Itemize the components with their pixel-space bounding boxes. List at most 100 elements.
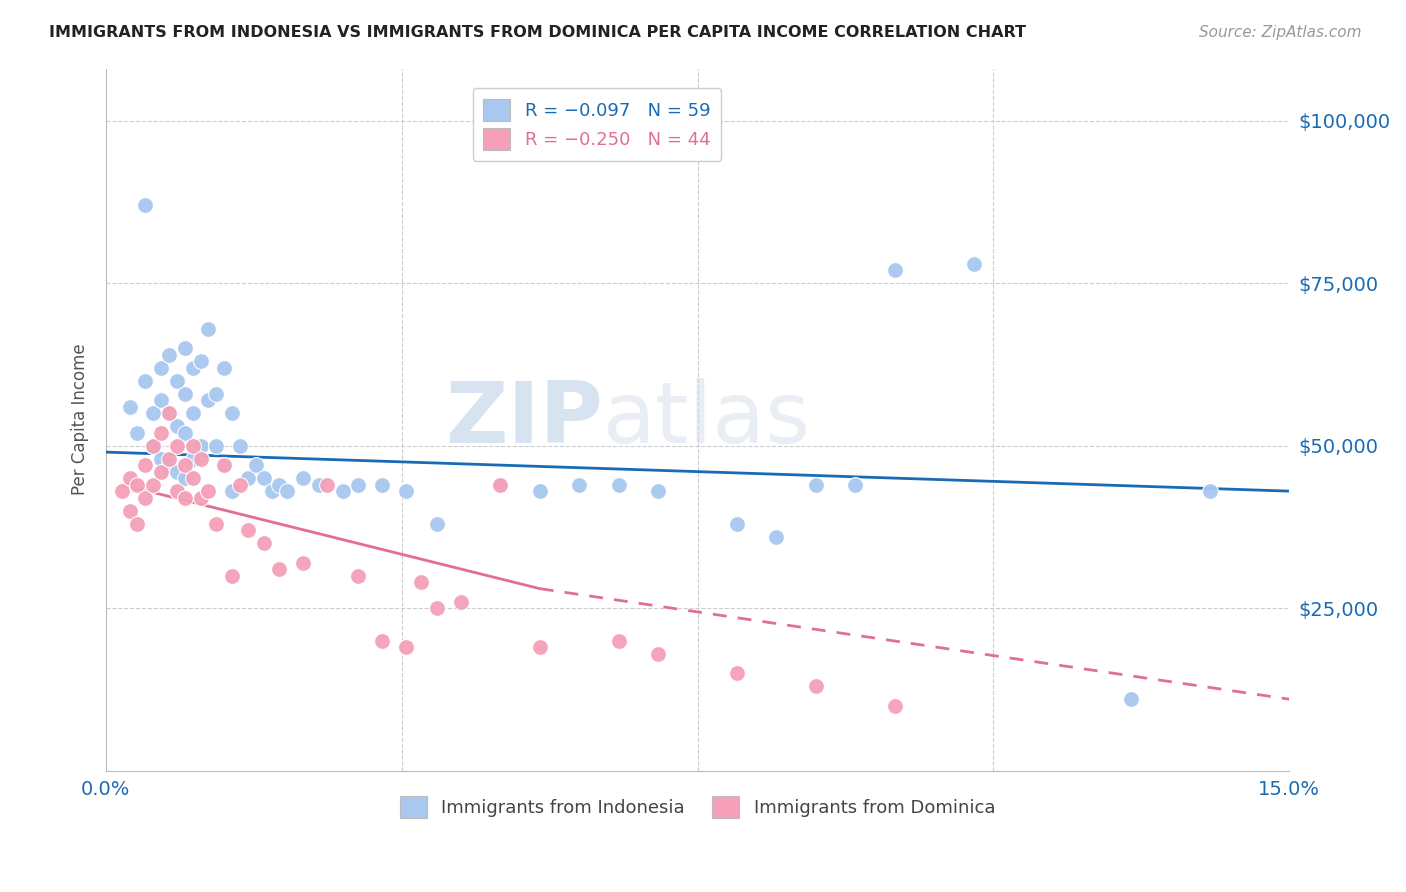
Point	[173, 471, 195, 485]
Point	[190, 439, 212, 453]
Point	[883, 263, 905, 277]
Legend: Immigrants from Indonesia, Immigrants from Dominica: Immigrants from Indonesia, Immigrants fr…	[392, 789, 1002, 825]
Point	[157, 451, 180, 466]
Point	[173, 425, 195, 440]
Point	[347, 568, 370, 582]
Point	[395, 640, 418, 655]
Point	[173, 341, 195, 355]
Point	[197, 393, 219, 408]
Point	[292, 471, 315, 485]
Point	[127, 425, 149, 440]
Point	[142, 439, 165, 453]
Point	[157, 348, 180, 362]
Point	[426, 516, 449, 531]
Point	[157, 406, 180, 420]
Point	[292, 556, 315, 570]
Point	[253, 471, 276, 485]
Point	[134, 198, 156, 212]
Text: ZIP: ZIP	[446, 378, 603, 461]
Point	[142, 439, 165, 453]
Point	[308, 477, 330, 491]
Point	[221, 484, 243, 499]
Point	[212, 458, 235, 472]
Point	[804, 679, 827, 693]
Point	[332, 484, 354, 499]
Point	[118, 503, 141, 517]
Point	[142, 477, 165, 491]
Point	[221, 406, 243, 420]
Point	[371, 477, 394, 491]
Point	[260, 484, 283, 499]
Point	[134, 374, 156, 388]
Point	[157, 458, 180, 472]
Point	[236, 471, 259, 485]
Point	[844, 477, 866, 491]
Point	[725, 516, 748, 531]
Point	[134, 491, 156, 505]
Point	[181, 360, 204, 375]
Point	[190, 451, 212, 466]
Point	[229, 439, 252, 453]
Point	[118, 400, 141, 414]
Point	[173, 458, 195, 472]
Point	[883, 698, 905, 713]
Point	[489, 477, 512, 491]
Point	[166, 419, 188, 434]
Point	[190, 354, 212, 368]
Point	[111, 484, 134, 499]
Point	[269, 477, 291, 491]
Point	[221, 568, 243, 582]
Point	[529, 640, 551, 655]
Point	[212, 458, 235, 472]
Point	[450, 594, 472, 608]
Point	[765, 530, 787, 544]
Point	[173, 386, 195, 401]
Point	[253, 536, 276, 550]
Y-axis label: Per Capita Income: Per Capita Income	[72, 343, 89, 495]
Point	[607, 477, 630, 491]
Point	[166, 465, 188, 479]
Point	[166, 374, 188, 388]
Point	[315, 477, 337, 491]
Point	[725, 666, 748, 681]
Point	[229, 477, 252, 491]
Point	[489, 477, 512, 491]
Point	[150, 425, 173, 440]
Point	[269, 562, 291, 576]
Point	[245, 458, 267, 472]
Point	[166, 484, 188, 499]
Point	[371, 633, 394, 648]
Point	[568, 477, 591, 491]
Point	[607, 633, 630, 648]
Point	[181, 451, 204, 466]
Point	[181, 439, 204, 453]
Point	[647, 647, 669, 661]
Point	[529, 484, 551, 499]
Point	[197, 321, 219, 335]
Point	[276, 484, 298, 499]
Point	[181, 471, 204, 485]
Point	[150, 451, 173, 466]
Point	[157, 406, 180, 420]
Text: IMMIGRANTS FROM INDONESIA VS IMMIGRANTS FROM DOMINICA PER CAPITA INCOME CORRELAT: IMMIGRANTS FROM INDONESIA VS IMMIGRANTS …	[49, 25, 1026, 40]
Point	[190, 491, 212, 505]
Point	[236, 523, 259, 537]
Point	[118, 471, 141, 485]
Point	[804, 477, 827, 491]
Text: Source: ZipAtlas.com: Source: ZipAtlas.com	[1198, 25, 1361, 40]
Point	[1121, 692, 1143, 706]
Point	[173, 491, 195, 505]
Point	[197, 484, 219, 499]
Point	[1199, 484, 1222, 499]
Point	[205, 439, 228, 453]
Point	[347, 477, 370, 491]
Text: atlas: atlas	[603, 378, 811, 461]
Point	[205, 386, 228, 401]
Point	[127, 477, 149, 491]
Point	[395, 484, 418, 499]
Point	[647, 484, 669, 499]
Point	[166, 439, 188, 453]
Point	[150, 360, 173, 375]
Point	[142, 406, 165, 420]
Point	[426, 601, 449, 615]
